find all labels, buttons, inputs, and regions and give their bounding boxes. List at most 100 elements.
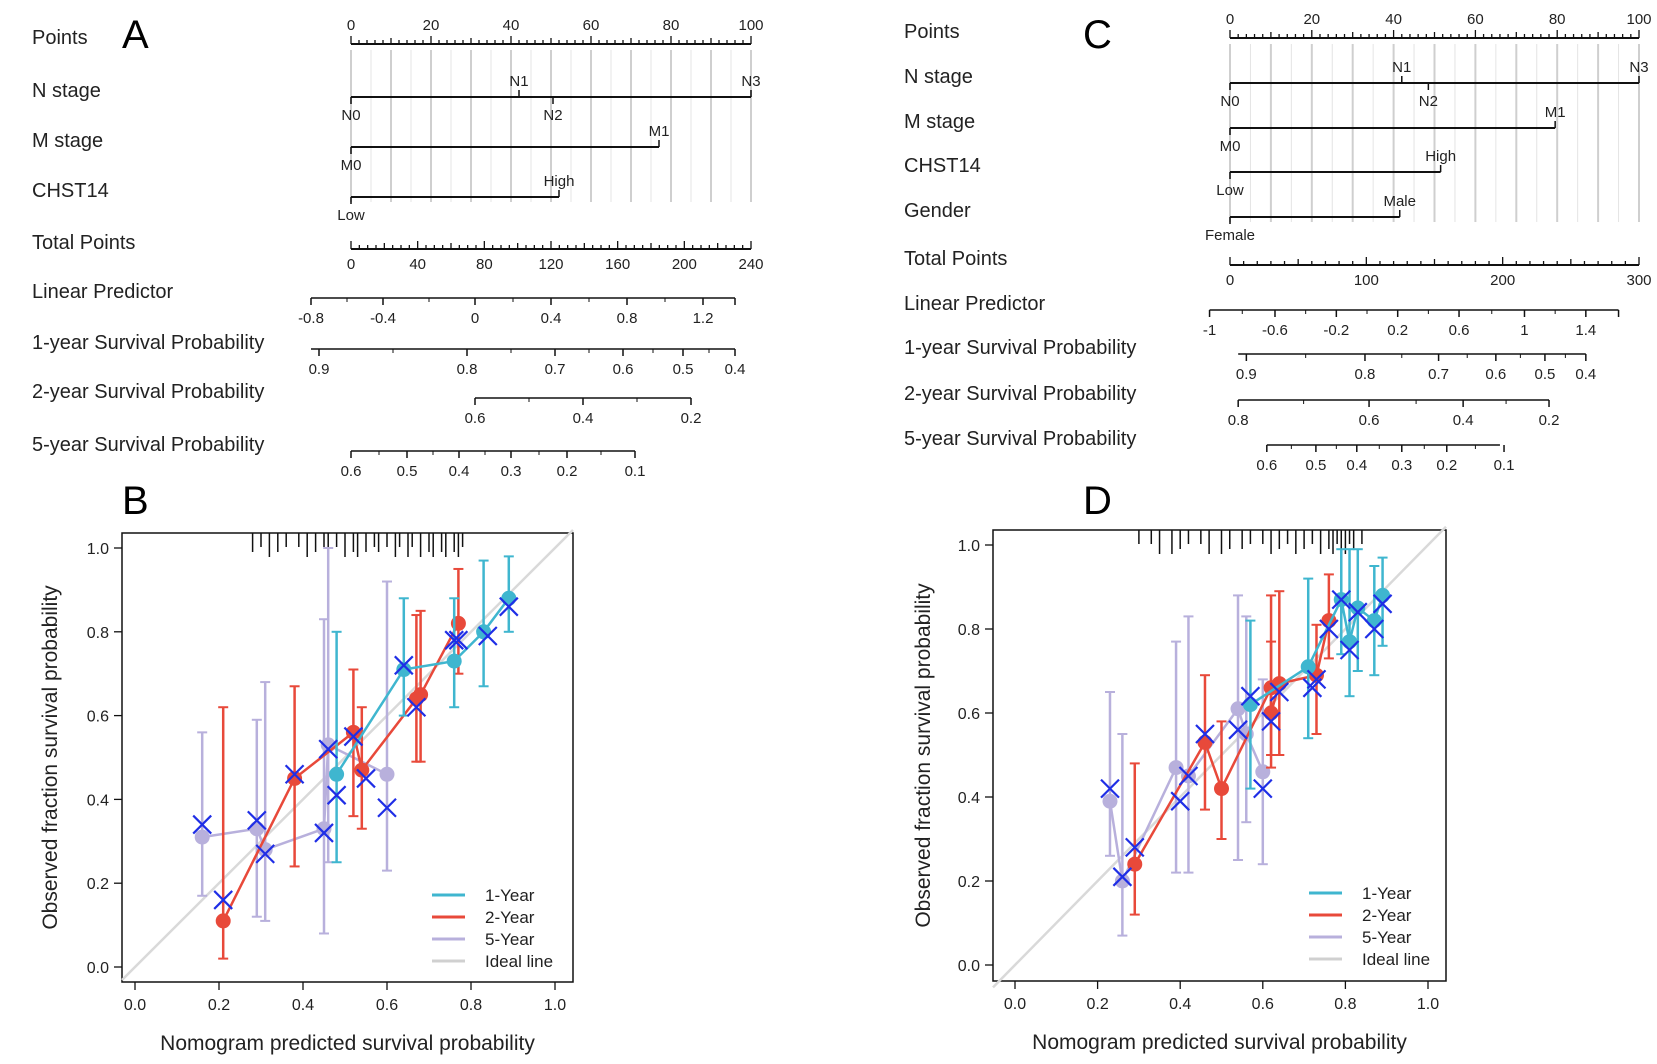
kaplan-meier-estimate-cross xyxy=(377,798,397,818)
y-axis-tick-label: 0.8 xyxy=(958,622,980,639)
2-year-survival-probability-tick-label: 0.6 xyxy=(1359,412,1380,429)
x-axis-tick-label: 0.6 xyxy=(1252,996,1274,1013)
kaplan-meier-estimate-cross xyxy=(1228,720,1248,740)
2-year-point xyxy=(287,770,303,786)
linear-predictor-tick-label: 0.4 xyxy=(541,310,562,327)
y-axis-tick-label: 0.2 xyxy=(87,876,109,893)
5-year-point xyxy=(1102,793,1118,809)
kaplan-meier-estimate-cross xyxy=(1240,686,1261,706)
total-points-tick-label: 200 xyxy=(1490,272,1515,289)
linear-predictor-tick-label: 1.2 xyxy=(693,310,714,327)
y-axis-title: Observed fraction survival probability xyxy=(39,585,62,930)
1-year-point xyxy=(1350,600,1366,616)
points-tick-label: 60 xyxy=(583,17,600,34)
m-stage-level-m1: M1 xyxy=(1545,104,1566,121)
2-year-point xyxy=(1197,734,1213,750)
1-year-point xyxy=(501,590,517,606)
total-points-tick-label: 300 xyxy=(1626,272,1651,289)
5-year-point xyxy=(194,829,210,845)
total-points-tick-label: 200 xyxy=(672,256,697,273)
2-year-point xyxy=(1263,705,1279,721)
kaplan-meier-estimate-cross xyxy=(284,764,305,785)
x-axis-tick-label: 0.0 xyxy=(124,997,146,1014)
panel-label-b: B xyxy=(122,479,149,523)
panel-label-c: C xyxy=(1083,13,1112,57)
n-stage-level-n3: N3 xyxy=(1629,59,1648,76)
5-year-survival-probability-tick-label: 0.3 xyxy=(501,463,522,480)
nomogram-panel-c: Points N stage M stage CHST14 Gender Total Po… xyxy=(904,11,1652,474)
x-axis-tick-label: 1.0 xyxy=(544,997,566,1014)
kaplan-meier-estimate-cross xyxy=(192,814,212,835)
kaplan-meier-estimate-cross xyxy=(213,890,233,910)
1-year-point xyxy=(1342,634,1358,650)
row-label-chst14: CHST14 xyxy=(32,180,109,202)
linear-predictor-tick-label: -0.4 xyxy=(370,310,396,327)
y-axis-tick-label: 0.4 xyxy=(87,792,109,809)
kaplan-meier-estimate-cross xyxy=(478,626,498,646)
points-tick-label: 100 xyxy=(1626,11,1651,28)
1-year-point xyxy=(329,766,345,782)
legend-label-ideal-line: Ideal line xyxy=(485,952,553,971)
plot-frame xyxy=(121,532,574,983)
n-stage-level-n2: N2 xyxy=(543,107,562,124)
legend-label-2-year: 2-Year xyxy=(1362,906,1412,925)
5-year-survival-probability-tick-label: 0.4 xyxy=(1346,457,1367,474)
points-tick-label: 80 xyxy=(663,17,680,34)
2-year-survival-probability-tick-label: 0.4 xyxy=(1453,412,1474,429)
2-year-survival-probability-tick-label: 0.2 xyxy=(1539,412,1560,429)
1-year-survival-probability-tick-label: 0.7 xyxy=(545,361,566,378)
x-axis-tick-label: 0.4 xyxy=(1169,996,1191,1013)
2-year-survival-probability-tick-label: 0.2 xyxy=(681,410,702,427)
m-stage-level-m1: M1 xyxy=(649,123,670,140)
y-axis-tick-label: 0.6 xyxy=(87,709,109,726)
5-year-point xyxy=(1114,873,1130,889)
row-label-5-year-survival-probability: 5-year Survival Probability xyxy=(32,434,264,456)
2-year-point xyxy=(354,762,370,778)
y-axis-tick-label: 0.8 xyxy=(87,625,109,642)
x-axis-tick-label: 0.8 xyxy=(1334,996,1356,1013)
1-year-point xyxy=(1366,613,1382,629)
1-year-survival-probability-tick-label: 0.6 xyxy=(1485,366,1506,383)
points-tick-label: 20 xyxy=(1303,11,1320,28)
5-year-survival-probability-tick-label: 0.5 xyxy=(1305,457,1326,474)
x-axis-tick-label: 0.8 xyxy=(460,997,482,1014)
row-label-2-year-survival-probability: 2-year Survival Probability xyxy=(904,383,1136,405)
kaplan-meier-estimate-cross xyxy=(1269,682,1290,702)
row-label-chst14: CHST14 xyxy=(904,155,981,177)
5-year-point xyxy=(379,766,395,782)
2-year-point xyxy=(215,913,231,929)
row-label-total-points: Total Points xyxy=(904,248,1007,270)
linear-predictor-tick-label: 1.4 xyxy=(1575,322,1596,339)
total-points-tick-label: 100 xyxy=(1354,272,1379,289)
kaplan-meier-estimate-cross xyxy=(356,768,376,789)
5-year-survival-probability-tick-label: 0.6 xyxy=(1256,457,1277,474)
row-label-points: Points xyxy=(32,27,88,49)
kaplan-meier-estimate-cross xyxy=(247,810,267,831)
x-axis-tick-label: 0.6 xyxy=(376,997,398,1014)
x-axis-tick-label: 0.4 xyxy=(292,997,314,1014)
panel-label-a: A xyxy=(122,13,149,57)
x-axis-tick-label: 0.2 xyxy=(1086,996,1108,1013)
row-label-total-points: Total Points xyxy=(32,232,135,254)
legend-label-1-year: 1-Year xyxy=(1362,884,1412,903)
kaplan-meier-estimate-cross xyxy=(1339,640,1360,660)
1-year-point xyxy=(1375,587,1391,603)
1-year-point xyxy=(1300,659,1316,675)
linear-predictor-tick-label: 0.8 xyxy=(617,310,638,327)
5-year-survival-probability-tick-label: 0.2 xyxy=(1436,457,1457,474)
gender-level-female: Female xyxy=(1205,227,1255,244)
kaplan-meier-estimate-cross xyxy=(1372,594,1393,614)
calibration-panel-d: 0.0 0.2 0.4 0.6 0.8 1.0 0.0 0.2 0.4 0.6 0.8 1.0 Nomo… xyxy=(912,525,1447,1054)
x-axis-title: Nomogram predicted survival probability xyxy=(160,1032,535,1055)
kaplan-meier-estimate-cross xyxy=(1261,711,1281,732)
total-points-tick-label: 0 xyxy=(347,256,355,273)
total-points-tick-label: 120 xyxy=(538,256,563,273)
y-axis-tick-label: 0.0 xyxy=(87,960,109,977)
kaplan-meier-estimate-cross xyxy=(1364,619,1385,639)
kaplan-meier-estimate-cross xyxy=(1124,837,1145,858)
n-stage-level-n1: N1 xyxy=(509,73,528,90)
1-year-survival-probability-tick-label: 0.8 xyxy=(1355,366,1376,383)
5-year-survival-probability-tick-label: 0.2 xyxy=(557,463,578,480)
total-points-tick-label: 0 xyxy=(1226,272,1234,289)
row-label-m-stage: M stage xyxy=(32,130,103,152)
